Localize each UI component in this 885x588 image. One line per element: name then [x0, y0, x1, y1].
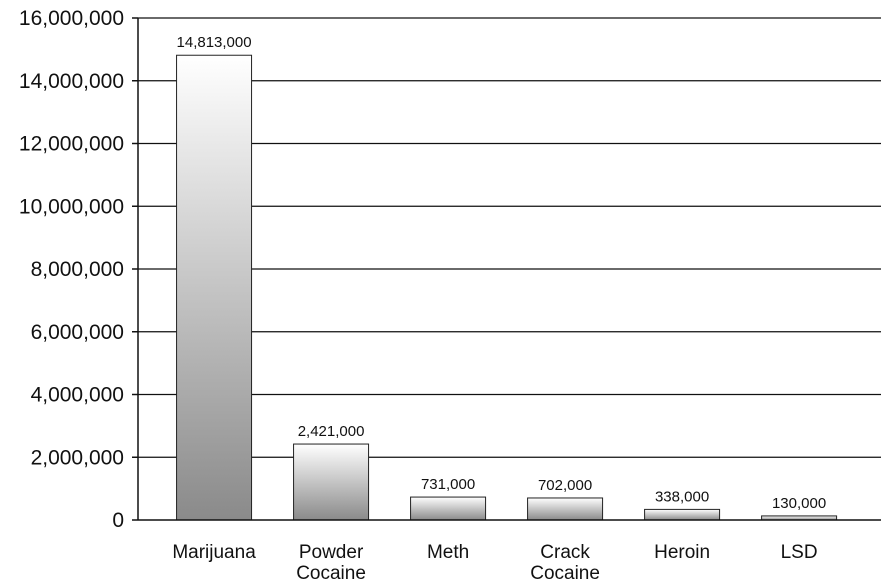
bar: [527, 497, 604, 521]
x-category-label: LSD: [781, 542, 818, 563]
x-category-label: Cocaine: [296, 563, 366, 584]
data-label: 338,000: [655, 488, 709, 505]
data-label: 731,000: [421, 476, 475, 493]
y-tick-label: 14,000,000: [19, 70, 124, 93]
bar: [176, 54, 253, 521]
x-category-label: Cocaine: [530, 563, 600, 584]
axes: [137, 18, 881, 521]
y-tick-label: 16,000,000: [19, 7, 124, 30]
bar: [644, 508, 721, 521]
y-tick-label: 6,000,000: [31, 321, 124, 344]
x-category-label: Crack: [540, 542, 590, 563]
gridlines: [132, 17, 881, 521]
y-tick-label: 0: [112, 509, 124, 532]
y-tick-label: 10,000,000: [19, 195, 124, 218]
y-axis-tick-labels: 0 2,000,000 4,000,000 6,000,000 8,000,000 10,…: [19, 7, 124, 532]
bar: [293, 443, 370, 521]
data-label: 14,813,000: [177, 34, 252, 51]
x-category-label: Meth: [427, 542, 469, 563]
data-label: 702,000: [538, 477, 592, 494]
y-tick-label: 12,000,000: [19, 133, 124, 156]
x-category-label: Heroin: [654, 542, 710, 563]
y-tick-label: 2,000,000: [31, 446, 124, 469]
bars: [176, 54, 838, 521]
bar: [410, 496, 487, 521]
y-tick-label: 8,000,000: [31, 258, 124, 281]
data-labels: 14,813,000 2,421,000 731,000 702,000 338,000…: [177, 34, 827, 512]
x-category-label: Powder: [299, 542, 364, 563]
data-label: 130,000: [772, 495, 826, 512]
x-category-label: Marijuana: [172, 542, 256, 563]
y-tick-label: 4,000,000: [31, 384, 124, 407]
data-label: 2,421,000: [298, 423, 365, 440]
